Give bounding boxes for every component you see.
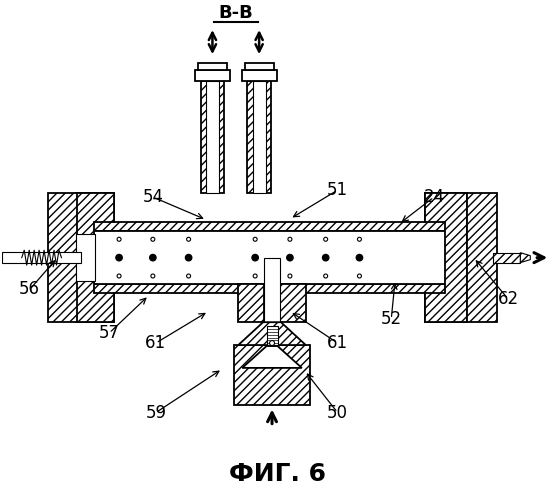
Text: 62: 62 <box>498 290 519 308</box>
Text: 54: 54 <box>142 188 163 206</box>
Circle shape <box>324 274 327 278</box>
Bar <box>264 258 280 322</box>
Circle shape <box>150 254 156 261</box>
Bar <box>2 252 82 263</box>
Circle shape <box>357 238 361 242</box>
Text: 50: 50 <box>327 404 348 421</box>
Circle shape <box>151 238 155 242</box>
Polygon shape <box>238 322 306 345</box>
Circle shape <box>288 274 292 278</box>
Polygon shape <box>521 252 530 262</box>
Text: 61: 61 <box>145 334 166 352</box>
Polygon shape <box>77 193 114 322</box>
Circle shape <box>270 340 275 345</box>
Text: 52: 52 <box>381 310 402 328</box>
Polygon shape <box>425 193 467 322</box>
Bar <box>280 284 306 322</box>
Bar <box>253 81 266 193</box>
Circle shape <box>356 254 362 261</box>
Circle shape <box>117 238 121 242</box>
Bar <box>77 234 95 281</box>
Bar <box>492 252 521 262</box>
Circle shape <box>357 274 361 278</box>
Polygon shape <box>242 346 302 368</box>
Text: 59: 59 <box>145 404 166 421</box>
Text: ФИГ. 6: ФИГ. 6 <box>230 462 326 486</box>
Bar <box>77 231 467 284</box>
Circle shape <box>288 238 292 242</box>
Circle shape <box>324 238 327 242</box>
Bar <box>200 81 224 193</box>
Circle shape <box>117 274 121 278</box>
Text: В-В: В-В <box>219 4 253 22</box>
Bar <box>245 63 274 70</box>
Circle shape <box>252 254 258 261</box>
Text: 61: 61 <box>327 334 348 352</box>
Bar <box>206 81 219 193</box>
Bar <box>48 193 77 322</box>
Circle shape <box>151 274 155 278</box>
Circle shape <box>322 254 329 261</box>
Bar <box>242 70 276 81</box>
Text: 24: 24 <box>423 188 445 206</box>
Polygon shape <box>77 284 467 322</box>
Text: 57: 57 <box>99 324 120 342</box>
Circle shape <box>253 238 257 242</box>
Bar <box>266 326 278 345</box>
Polygon shape <box>77 193 467 231</box>
Text: 56: 56 <box>19 280 40 298</box>
Circle shape <box>116 254 122 261</box>
Bar <box>247 81 271 193</box>
Circle shape <box>186 238 190 242</box>
Bar <box>238 284 264 322</box>
Circle shape <box>253 274 257 278</box>
Bar <box>195 70 230 81</box>
Bar <box>198 63 227 70</box>
Circle shape <box>186 274 190 278</box>
Bar <box>234 345 310 405</box>
Text: 51: 51 <box>327 181 348 199</box>
Circle shape <box>185 254 192 261</box>
Bar <box>467 193 497 322</box>
Circle shape <box>287 254 293 261</box>
